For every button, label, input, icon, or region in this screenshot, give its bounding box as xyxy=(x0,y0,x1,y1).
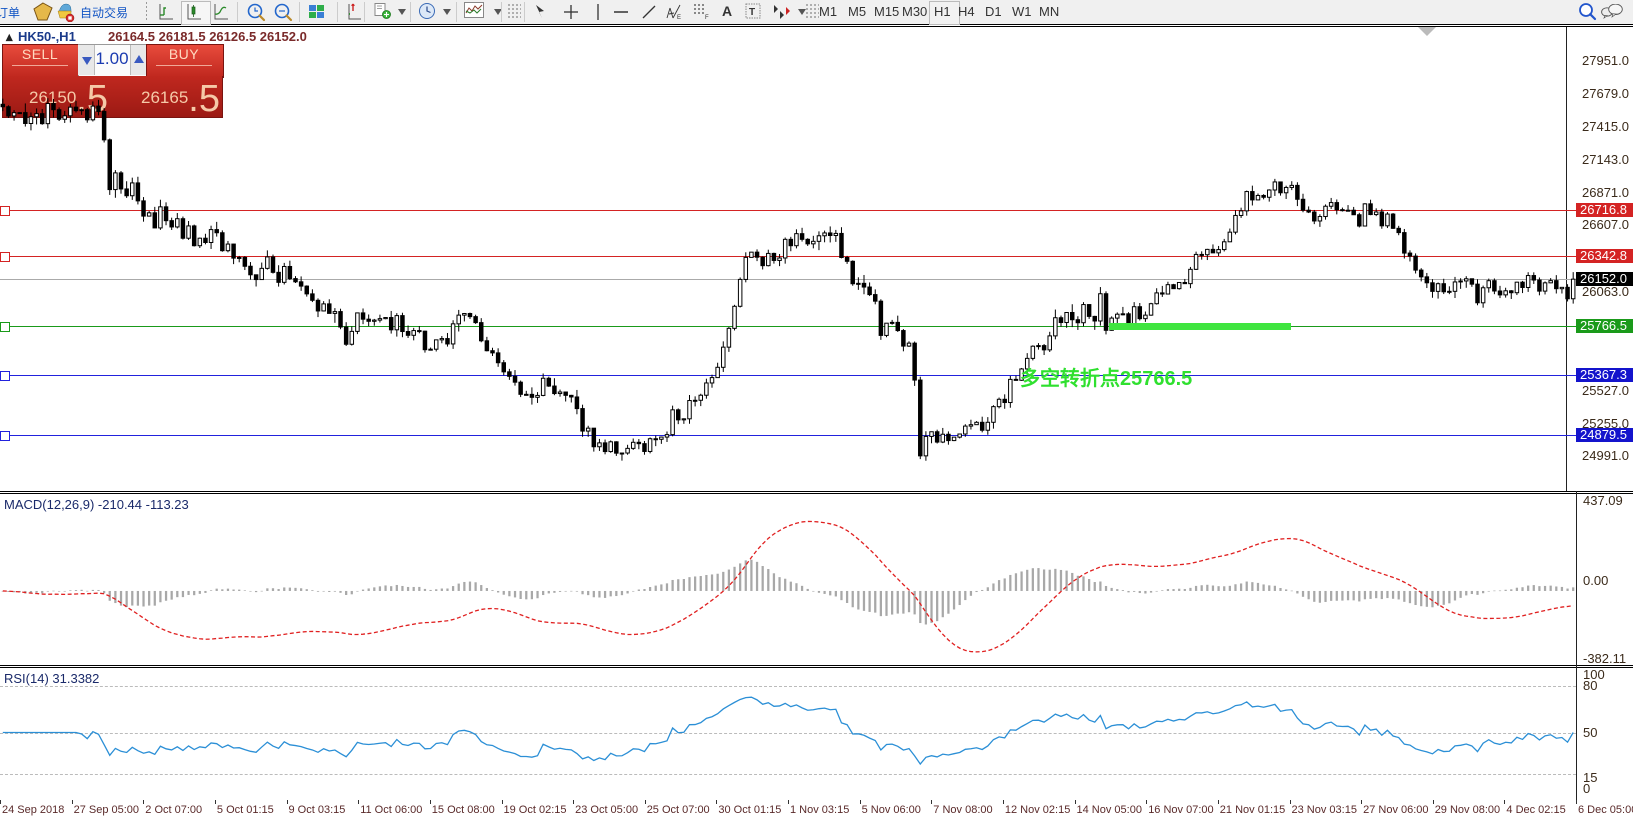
svg-text:E: E xyxy=(677,15,681,21)
svg-text:T: T xyxy=(749,7,755,18)
svg-text:F: F xyxy=(705,15,709,21)
